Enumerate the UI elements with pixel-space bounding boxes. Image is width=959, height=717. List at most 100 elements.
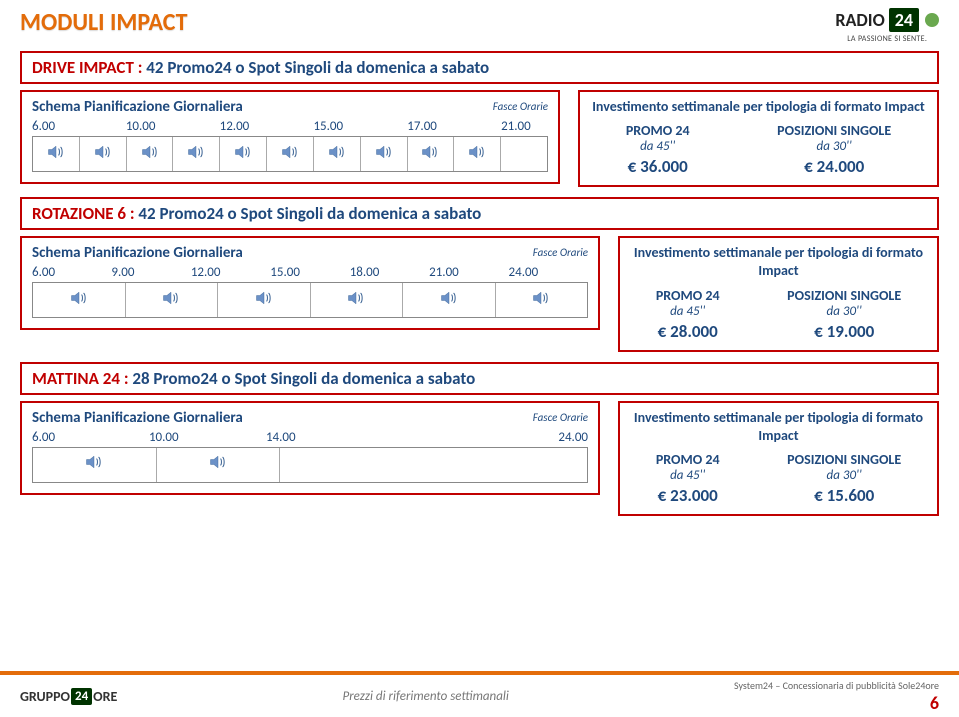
gruppo24ore-logo: GRUPPO 24 ORE xyxy=(20,688,117,705)
module-body: Schema Pianificazione GiornalieraFasce O… xyxy=(20,90,939,187)
page-title: MODULI IMPACT xyxy=(0,0,959,45)
logo-tagline: LA PASSIONE SI SENTE. xyxy=(835,34,939,44)
logo-bubble-icon xyxy=(925,13,939,27)
time-label: 21.00 xyxy=(429,265,508,280)
time-label: 24.00 xyxy=(558,430,588,445)
grp-text-c: ORE xyxy=(93,688,117,705)
investment-column: PROMO 24da 45''€ 36.000 xyxy=(626,122,690,177)
time-label: 15.00 xyxy=(313,119,360,134)
speaker-cell xyxy=(220,137,267,171)
speaker-cell xyxy=(80,137,127,171)
speaker-cell xyxy=(33,448,157,482)
inv-sub: da 45'' xyxy=(626,139,690,154)
inv-label: PROMO 24 xyxy=(656,287,720,304)
page-number: 6 xyxy=(734,692,939,714)
inv-value: € 15.600 xyxy=(787,485,901,506)
speaker-cell xyxy=(496,283,588,317)
empty-cell xyxy=(501,137,547,171)
inv-sub: da 30'' xyxy=(777,139,891,154)
speaker-icon xyxy=(439,288,459,313)
speaker-icon xyxy=(93,142,113,167)
speaker-icon xyxy=(46,142,66,167)
investment-column: POSIZIONI SINGOLEda 30'' € 24.000 xyxy=(777,122,891,177)
time-label xyxy=(267,119,314,134)
cells-row xyxy=(32,136,548,172)
footer-center: Prezzi di riferimento settimanali xyxy=(117,689,734,704)
inv-label: POSIZIONI SINGOLE xyxy=(777,122,891,139)
speaker-icon xyxy=(161,288,181,313)
time-label: 12.00 xyxy=(191,265,270,280)
time-label xyxy=(454,119,501,134)
speaker-cell xyxy=(403,283,496,317)
logo-brand: RADIO xyxy=(835,9,884,31)
inv-value: € 28.000 xyxy=(656,321,720,342)
speaker-cell xyxy=(311,283,404,317)
speaker-cell xyxy=(314,137,361,171)
speaker-icon xyxy=(374,142,394,167)
inv-label: PROMO 24 xyxy=(656,451,720,468)
speaker-cell xyxy=(173,137,220,171)
module-lead: ROTAZIONE 6 : xyxy=(32,203,135,224)
speaker-cell xyxy=(267,137,314,171)
footer-system: System24 – Concessionaria di pubblicità … xyxy=(734,679,939,692)
time-label: 6.00 xyxy=(32,119,79,134)
investment-column: POSIZIONI SINGOLEda 30''€ 15.600 xyxy=(787,451,901,506)
time-label: 12.00 xyxy=(220,119,267,134)
investment-column: PROMO 24da 45''€ 23.000 xyxy=(656,451,720,506)
time-label: 6.00 xyxy=(32,265,111,280)
speaker-icon xyxy=(84,452,104,477)
time-row: 6.009.0012.0015.0018.0021.0024.00 xyxy=(32,265,588,280)
schedule-box: Schema Pianificazione GiornalieraFasce O… xyxy=(20,236,600,330)
time-label: 21.00 xyxy=(501,119,548,134)
module-desc: 28 Promo24 o Spot Singoli da domenica a … xyxy=(129,368,476,389)
time-label xyxy=(360,119,407,134)
investment-columns: PROMO 24da 45''€ 36.000POSIZIONI SINGOLE… xyxy=(592,122,925,177)
speaker-icon xyxy=(186,142,206,167)
module-block: MATTINA 24 : 28 Promo24 o Spot Singoli d… xyxy=(20,362,939,516)
time-label xyxy=(79,119,126,134)
inv-value: € 23.000 xyxy=(656,485,720,506)
speaker-cell xyxy=(126,283,219,317)
speaker-cell xyxy=(408,137,455,171)
inv-sub: da 30'' xyxy=(787,468,901,483)
time-row: 6.0010.0014.0024.00 xyxy=(32,430,588,445)
logo-24: 24 xyxy=(889,8,919,32)
module-block: DRIVE IMPACT : 42 Promo24 o Spot Singoli… xyxy=(20,51,939,187)
investment-title: Investimento settimanale per tipologia d… xyxy=(632,409,925,445)
investment-box: Investimento settimanale per tipologia d… xyxy=(618,401,939,516)
time-label: 18.00 xyxy=(350,265,429,280)
investment-column: POSIZIONI SINGOLEda 30''€ 19.000 xyxy=(787,287,901,342)
speaker-icon xyxy=(280,142,300,167)
module-body: Schema Pianificazione GiornalieraFasce O… xyxy=(20,236,939,351)
speaker-cell xyxy=(218,283,311,317)
time-label: 15.00 xyxy=(270,265,349,280)
time-row: 6.00 10.00 12.00 15.00 17.00 21.00 xyxy=(32,119,548,134)
inv-value: € 24.000 xyxy=(777,156,891,177)
investment-columns: PROMO 24da 45'' € 28.000 POSIZIONI SINGOLE… xyxy=(632,287,925,342)
module-lead: DRIVE IMPACT : xyxy=(32,57,142,78)
module-desc: 42 Promo24 o Spot Singoli da domenica a … xyxy=(142,57,489,78)
speaker-cell xyxy=(33,137,80,171)
module-desc: 42 Promo24 o Spot Singoli da domenica a … xyxy=(135,203,482,224)
investment-title: Investimento settimanale per tipologia d… xyxy=(592,98,925,116)
cells-row xyxy=(32,447,588,483)
inv-sub: da 45'' xyxy=(656,304,720,319)
grp-text-a: GRUPPO xyxy=(20,688,70,705)
time-label: 17.00 xyxy=(407,119,454,134)
footer: GRUPPO 24 ORE Prezzi di riferimento sett… xyxy=(0,671,959,717)
empty-cell xyxy=(280,448,587,482)
inv-value: € 36.000 xyxy=(626,156,690,177)
module-header: DRIVE IMPACT : 42 Promo24 o Spot Singoli… xyxy=(20,51,939,84)
speaker-cell xyxy=(157,448,281,482)
speaker-icon xyxy=(327,142,347,167)
speaker-icon xyxy=(420,142,440,167)
time-label: 10.00 xyxy=(126,119,173,134)
investment-box: Investimento settimanale per tipologia d… xyxy=(618,236,939,351)
schedule-box: Schema Pianificazione GiornalieraFasce O… xyxy=(20,90,560,184)
schedule-box: Schema Pianificazione GiornalieraFasce O… xyxy=(20,401,600,495)
investment-columns: PROMO 24da 45''€ 23.000POSIZIONI SINGOLE… xyxy=(632,451,925,506)
speaker-icon xyxy=(254,288,274,313)
module-lead: MATTINA 24 : xyxy=(32,368,129,389)
investment-column: PROMO 24da 45'' € 28.000 xyxy=(656,287,720,342)
time-label: 10.00 xyxy=(149,430,266,445)
